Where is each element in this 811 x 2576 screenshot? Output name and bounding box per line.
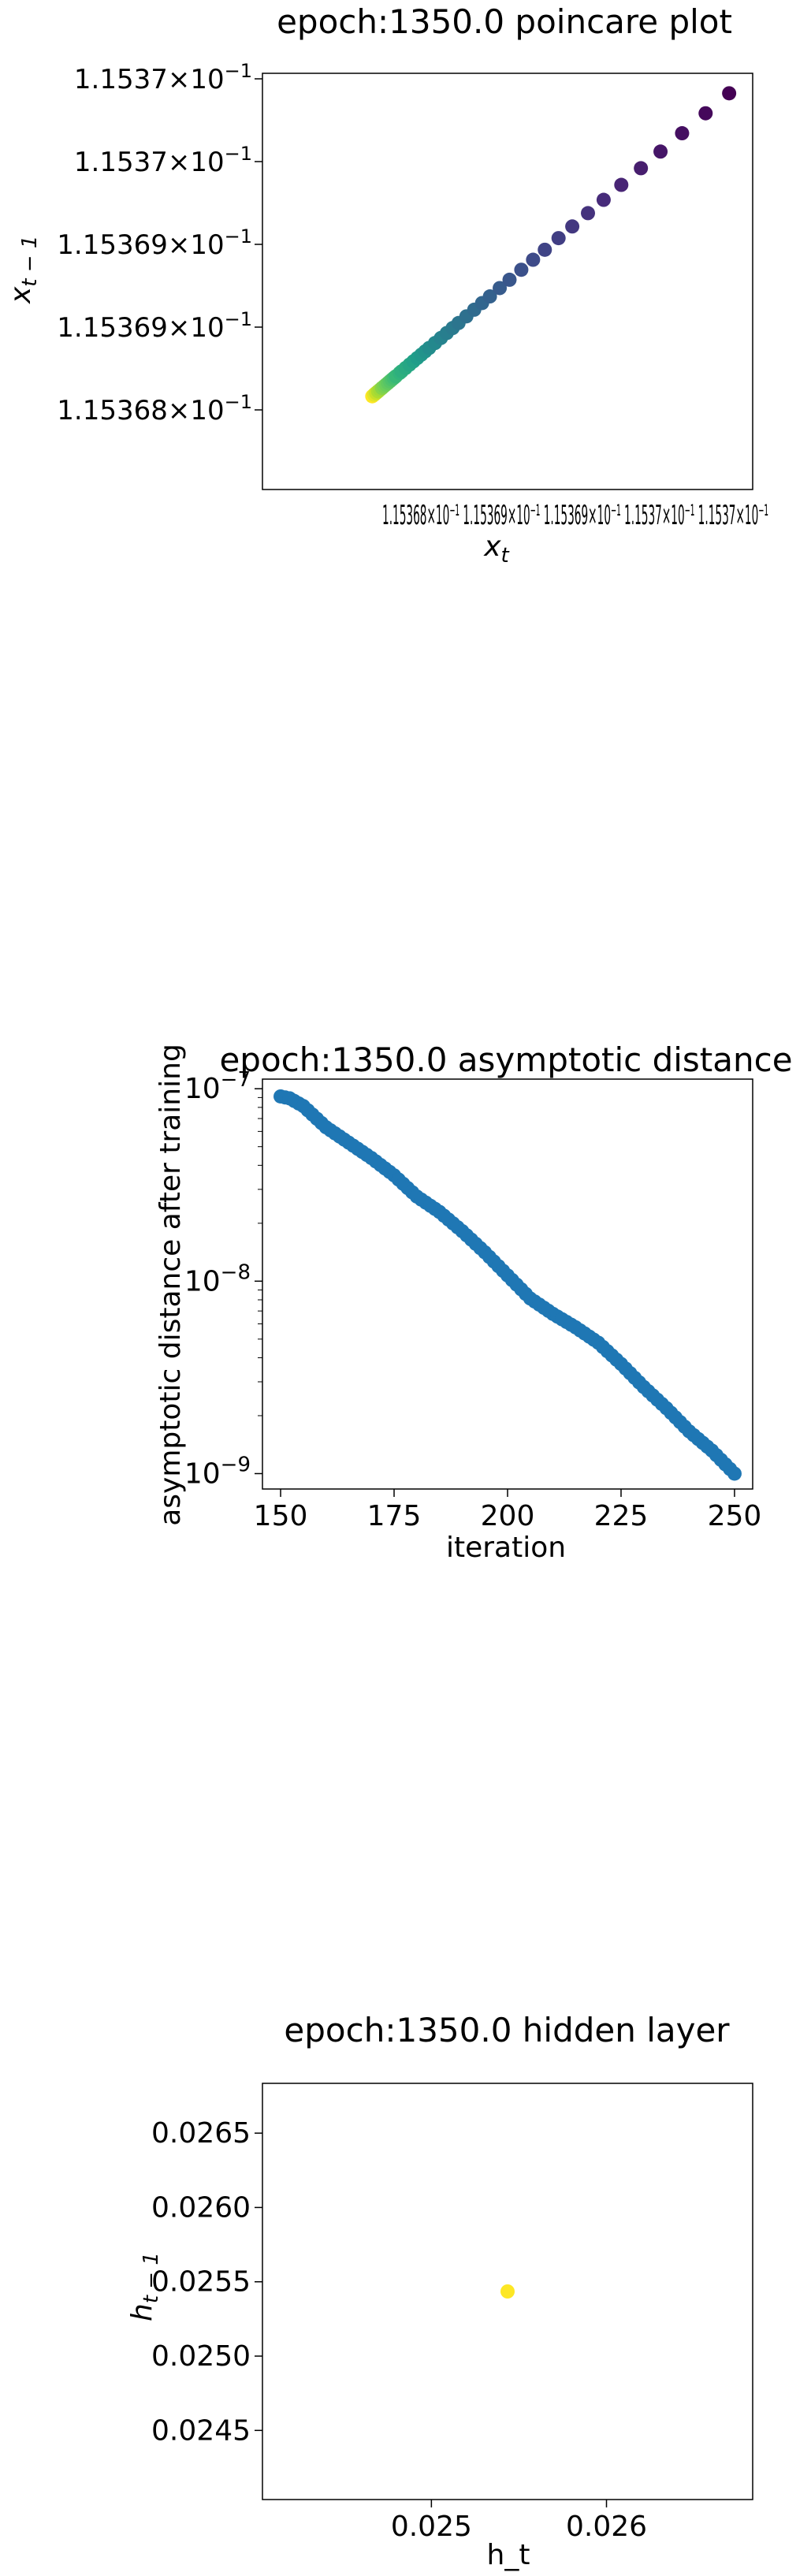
poincare-y-tick-label: 1.1537×10−1 — [74, 60, 252, 95]
poincare-point — [653, 144, 668, 159]
asymptotic-x-ticks: 150 175 200 225 250 — [254, 1489, 762, 1532]
hidden-y-tick-label: 0.0245 — [151, 2414, 251, 2447]
hidden-y-tick-label: 0.0265 — [151, 2117, 251, 2150]
poincare-y-axis-label: xt − 1 — [5, 236, 42, 304]
asymptotic-x-tick-label: 250 — [708, 1500, 762, 1532]
hidden-y-tick-label: 0.0250 — [151, 2340, 251, 2373]
hidden-points — [500, 2284, 515, 2299]
hidden-y-tick-label: 0.0255 — [151, 2266, 251, 2299]
asymptotic-x-axis-label: iteration — [446, 1532, 566, 1564]
poincare-y-ticks: 1.1537×10−1 1.1537×10−1 1.15369×10−1 1.1536… — [57, 60, 262, 426]
hidden-x-tick-label: 0.025 — [391, 2511, 472, 2543]
hidden-point — [500, 2284, 515, 2299]
asymptotic-y-axis-label: asymptotic distance after training — [154, 1044, 187, 1526]
asymptotic-y-tick-label: 10−8 — [184, 1260, 251, 1297]
poincare-point — [565, 219, 580, 234]
poincare-y-tick-label: 1.15369×10−1 — [57, 308, 252, 344]
asymptotic-y-tick-label: 10−7 — [184, 1068, 251, 1105]
poincare-point — [722, 86, 737, 101]
poincare-point — [551, 231, 566, 246]
asymptotic-y-tick-label: 10−9 — [184, 1453, 251, 1490]
poincare-point — [502, 272, 517, 287]
hidden-title: epoch:1350.0 hidden layer — [284, 2011, 730, 2049]
poincare-y-tick-label: 1.1537×10−1 — [74, 143, 252, 178]
poincare-y-tick-label: 1.15369×10−1 — [57, 225, 252, 261]
poincare-chart: epoch:1350.0 poincare plot 1.1537×10−11.… — [5, 2, 768, 568]
hidden-plot-area — [262, 2083, 753, 2500]
hidden-x-ticks: 0.025 0.026 — [391, 2500, 647, 2543]
poincare-point — [596, 192, 611, 207]
poincare-point — [514, 262, 529, 277]
poincare-point — [634, 161, 649, 176]
poincare-x-tick-labels: 1.15368×10⁻¹ 1.15369×10⁻¹ 1.15369×10⁻¹ 1… — [382, 500, 768, 531]
poincare-point — [526, 252, 541, 267]
hidden-y-ticks: 0.0265 0.0260 0.0255 0.0250 0.0245 — [151, 2117, 262, 2447]
hidden-y-axis-label: ht − 1 — [126, 2252, 163, 2321]
poincare-y-tick-label: 1.15368×10−1 — [57, 391, 252, 426]
hidden-x-tick-label: 0.026 — [566, 2511, 647, 2543]
poincare-point — [482, 289, 497, 304]
asymptotic-title: epoch:1350.0 asymptotic distance — [219, 1040, 792, 1079]
poincare-point — [581, 206, 596, 221]
poincare-plot-area — [262, 73, 753, 490]
asymptotic-points — [273, 1089, 742, 1481]
hidden-x-axis-label: h_t — [487, 2539, 530, 2571]
asymptotic-point — [727, 1466, 742, 1481]
asymptotic-x-tick-label: 225 — [594, 1500, 649, 1532]
poincare-x-axis-label: xt — [483, 530, 509, 568]
poincare-point — [698, 106, 713, 121]
asymptotic-chart: epoch:1350.0 asymptotic distance 150 175 2… — [154, 1040, 793, 1564]
asymptotic-x-tick-label: 150 — [254, 1500, 308, 1532]
poincare-point — [538, 242, 552, 257]
hidden-layer-chart: epoch:1350.0 hidden layer 0.025 0.026 0.0… — [126, 2011, 753, 2571]
asymptotic-y-ticks: 10−7 10−8 10−9 — [184, 1068, 262, 1490]
poincare-points — [365, 86, 737, 404]
poincare-point — [493, 281, 508, 296]
poincare-point — [614, 177, 629, 192]
asymptotic-x-tick-label: 175 — [367, 1500, 422, 1532]
poincare-point — [675, 126, 690, 141]
asymptotic-x-tick-label: 200 — [481, 1500, 535, 1532]
hidden-y-tick-label: 0.0260 — [151, 2191, 251, 2224]
poincare-title: epoch:1350.0 poincare plot — [277, 2, 732, 41]
